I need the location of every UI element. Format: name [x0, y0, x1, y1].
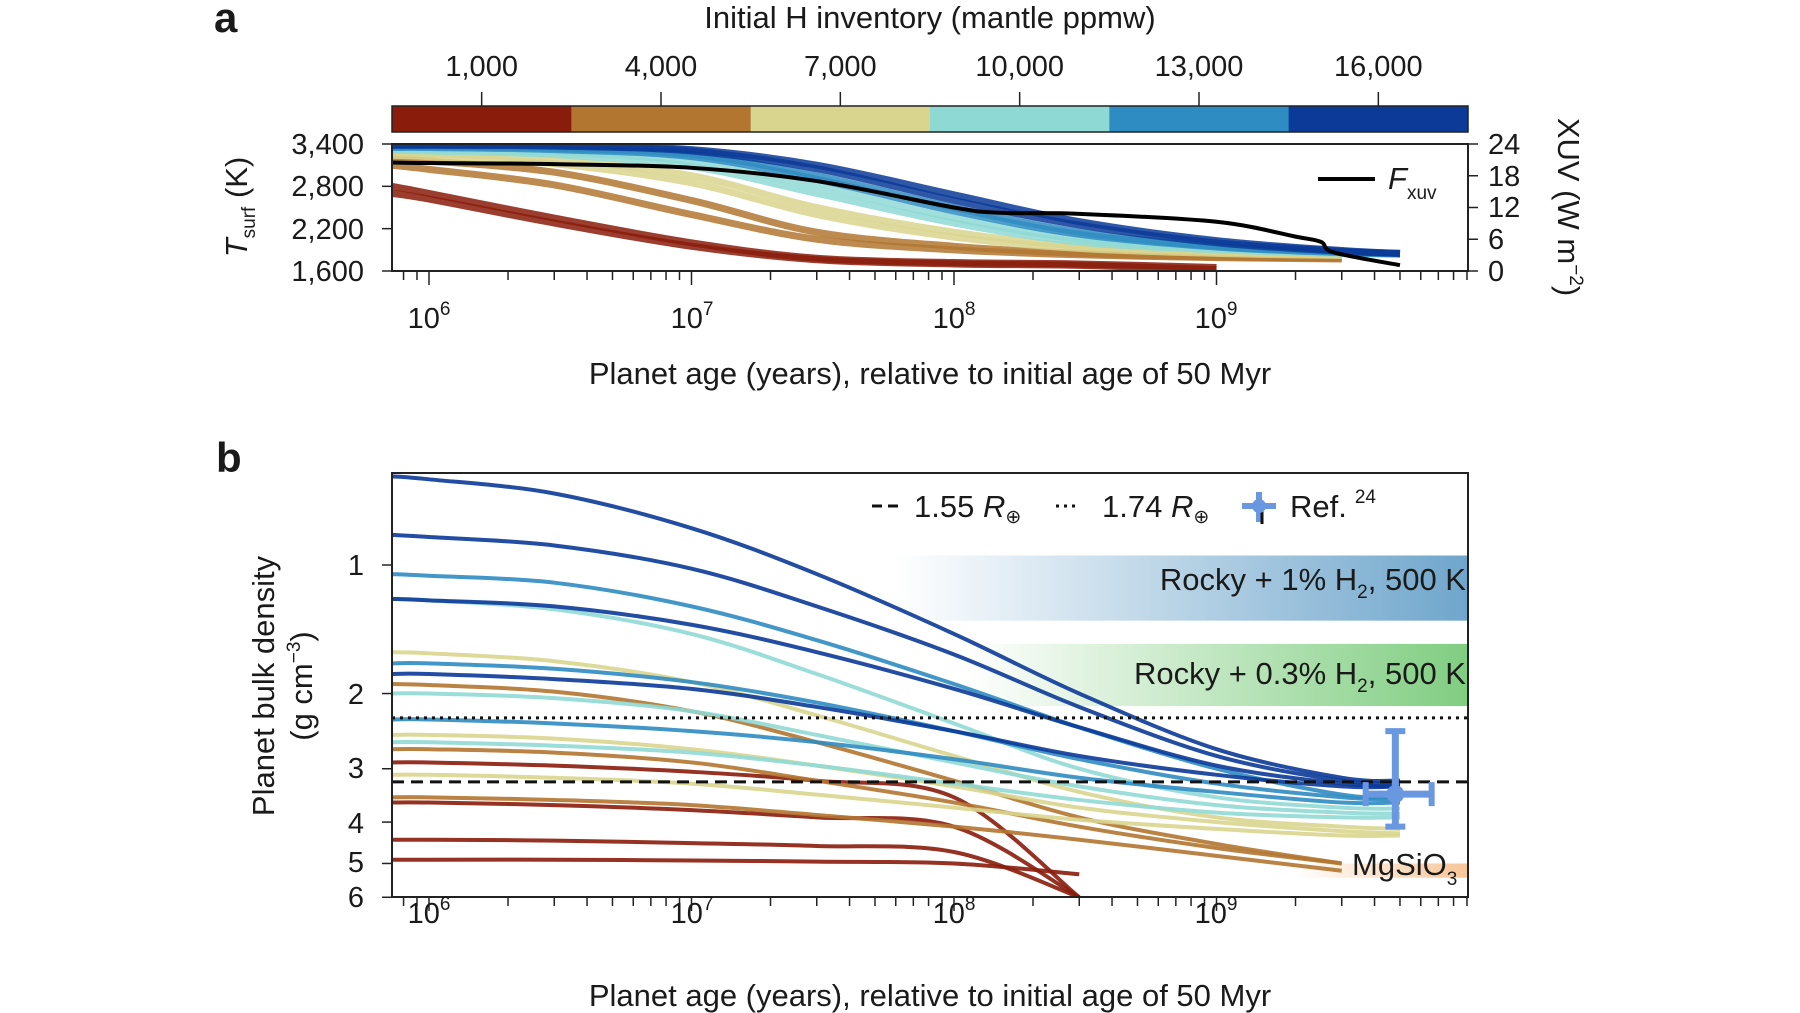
colorbar-tick-label: 16,000 — [1334, 51, 1423, 83]
y-tick-label: 4 — [348, 808, 364, 840]
x-tick-label: 108 — [933, 894, 976, 930]
x-tick-label: 109 — [1195, 894, 1238, 930]
legend-label-ref: Ref. 24 — [1290, 487, 1376, 524]
colorbar-frame — [391, 105, 1469, 133]
colorbar-tick-label: 10,000 — [975, 51, 1064, 83]
temperature-curve — [392, 161, 1342, 263]
y-tick-label: 3 — [348, 753, 364, 785]
fxuv-line — [391, 160, 1401, 268]
density-curve — [392, 857, 1080, 877]
colorbar-title: Initial H inventory (mantle ppmw) — [704, 0, 1155, 35]
plot-a-x-label: Planet age (years), relative to initial … — [589, 356, 1271, 391]
density-curves — [392, 474, 1401, 897]
band-label-1pct: Rocky + 1% H2, 500 K — [1160, 562, 1466, 603]
density-curve — [392, 772, 1400, 838]
plot-a-y-tick-labels: 1,600 2,200 2,800 3,400 — [291, 129, 364, 288]
y2-tick-label: 24 — [1488, 129, 1520, 161]
y2-tick-label: 6 — [1488, 224, 1504, 256]
reference-point-marker — [1386, 785, 1405, 804]
plot-a-axis-ticks — [382, 143, 1478, 285]
legend-ref-marker — [1242, 492, 1276, 524]
x-tick-label: 106 — [408, 299, 451, 335]
x-tick-label: 107 — [671, 299, 714, 335]
density-curve — [392, 760, 1081, 897]
y-tick-label: 6 — [348, 882, 364, 914]
legend-label-dotted: 1.74 R⊕ — [1102, 489, 1209, 528]
colorbar-segment — [1288, 106, 1469, 132]
band-label-mgsio3: MgSiO3 — [1352, 847, 1457, 890]
colorbar-segment — [930, 106, 1110, 132]
plot-b-frame — [391, 472, 1469, 898]
plot-a-y2-tick-labels: 0 6 12 18 24 — [1488, 129, 1520, 288]
density-curve — [392, 800, 1081, 897]
colorbar-segment — [571, 106, 752, 132]
y-tick-label: 3,400 — [291, 129, 364, 161]
fxuv-legend: Fxuv — [1318, 161, 1437, 204]
composition-band — [895, 555, 1468, 621]
fxuv-legend-label: Fxuv — [1388, 161, 1437, 204]
y-tick-label: 2,800 — [291, 171, 364, 203]
temperature-curves — [392, 144, 1401, 271]
x-tick-label: 107 — [671, 894, 714, 930]
colorbar-tick-label: 7,000 — [804, 51, 877, 83]
plot-b-legend: 1.55 R⊕ 1.74 R⊕ Ref. 24 — [872, 487, 1376, 528]
density-curve — [392, 837, 1080, 897]
density-curve — [392, 717, 1400, 806]
colorbar-tick-label: 13,000 — [1155, 51, 1244, 83]
colorbar-segment — [1109, 106, 1290, 132]
y2-tick-label: 18 — [1488, 161, 1520, 193]
density-curve — [392, 739, 1400, 820]
colorbar-tick-label: 4,000 — [625, 51, 698, 83]
radius-reference-lines — [392, 716, 1468, 784]
y-tick-label: 2,200 — [291, 214, 364, 246]
colorbar-tick-labels: 1,000 4,000 7,000 10,000 13,000 16,000 — [445, 51, 1422, 83]
plot-b-y-label: Planet bulk density — [246, 555, 281, 816]
plot-b-y-tick-labels: 1 2 3 4 5 6 — [348, 550, 364, 914]
colorbar — [391, 92, 1469, 133]
panel-label-b: b — [216, 434, 242, 481]
plot-a-y2-label: XUV (W m−2) — [1551, 118, 1586, 296]
plot-a-x-tick-labels: 106 107 108 109 — [408, 299, 1238, 335]
plot-b-y-label-unit: (g cm−3) — [284, 631, 319, 741]
plot-b-x-label: Planet age (years), relative to initial … — [589, 978, 1271, 1013]
x-tick-label: 106 — [408, 894, 451, 930]
y-tick-label: 1 — [348, 550, 364, 582]
band-label-0p3pct: Rocky + 0.3% H2, 500 K — [1134, 656, 1466, 697]
composition-band — [1295, 863, 1468, 878]
plot-b-axis-ticks — [382, 564, 1468, 911]
y-tick-label: 1,600 — [291, 256, 364, 288]
reference-measurement-point — [1362, 728, 1435, 830]
density-curve — [392, 795, 1342, 873]
colorbar-segment — [750, 106, 931, 132]
y2-tick-label: 12 — [1488, 192, 1520, 224]
plot-a-y-label: Tsurf (K) — [219, 157, 260, 258]
y2-tick-label: 0 — [1488, 256, 1504, 288]
composition-bands — [895, 555, 1468, 878]
temperature-curve — [392, 189, 1217, 271]
density-curve — [392, 746, 1342, 866]
colorbar-segment — [392, 106, 572, 132]
panel-label-a: a — [214, 0, 238, 41]
density-curve — [392, 650, 1401, 831]
temperature-curve — [392, 151, 1342, 259]
legend-label-dashed: 1.55 R⊕ — [914, 489, 1021, 528]
density-curve — [392, 661, 1401, 802]
colorbar-tick-label: 1,000 — [445, 51, 518, 83]
x-tick-label: 109 — [1195, 299, 1238, 335]
y-tick-label: 5 — [348, 847, 364, 879]
density-curve — [392, 671, 1400, 790]
density-curve — [392, 596, 1401, 789]
density-curve — [392, 532, 1401, 786]
plot-b-x-tick-labels: 106 107 108 109 — [408, 894, 1238, 930]
x-tick-label: 108 — [933, 299, 976, 335]
density-curve — [392, 474, 1401, 784]
y-tick-label: 2 — [348, 679, 364, 711]
